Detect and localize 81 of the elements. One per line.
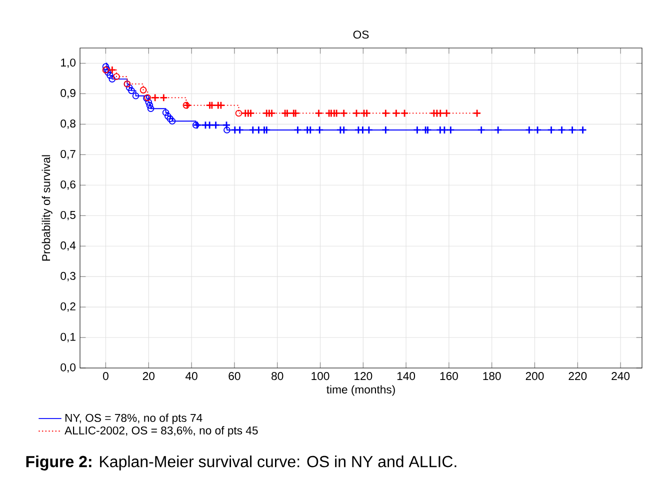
point <box>132 92 140 100</box>
point <box>333 110 340 117</box>
point <box>353 110 360 117</box>
legend-label: NY, OS = 78%, no of pts 74 <box>65 414 202 424</box>
point <box>162 109 170 116</box>
point <box>494 126 502 134</box>
point <box>223 122 230 129</box>
point <box>365 126 372 134</box>
x-tick-label: 60 <box>228 372 240 380</box>
point <box>164 112 172 120</box>
point <box>263 126 270 134</box>
point <box>315 110 322 117</box>
y-tick-label: 0,1 <box>60 332 76 342</box>
y-tick-label: 0,8 <box>60 120 76 129</box>
point <box>108 66 116 74</box>
x-axis-title: time (months) <box>326 385 395 396</box>
x-tick-label: 40 <box>185 372 198 380</box>
point <box>166 115 174 122</box>
point <box>146 102 154 109</box>
y-tick-label: 0,3 <box>60 272 76 282</box>
x-tick-label: 220 <box>568 372 587 380</box>
point <box>401 110 408 117</box>
y-tick-label: 0,9 <box>60 89 76 98</box>
point <box>340 110 348 117</box>
point <box>140 86 147 94</box>
point <box>436 110 444 117</box>
point <box>294 126 302 134</box>
x-tick-label: 20 <box>142 372 154 380</box>
x-tick-label: 120 <box>354 372 372 380</box>
point <box>447 126 454 134</box>
point <box>212 122 220 129</box>
x-tick-label: 200 <box>526 372 544 380</box>
point <box>558 126 566 134</box>
point <box>152 94 159 102</box>
point <box>478 126 485 134</box>
y-tick-label: 0,7 <box>60 150 76 160</box>
point <box>236 126 244 134</box>
point <box>102 63 110 70</box>
point <box>474 110 481 117</box>
text: Figure 2: Kaplan-Meier survival curve: OS in NY and ALLIC. <box>26 456 456 470</box>
x-tick-label: 0 <box>103 372 108 380</box>
point <box>392 110 400 117</box>
x-tick-label: 100 <box>312 372 330 380</box>
point <box>568 126 576 134</box>
y-tick-label: 0,2 <box>60 302 76 312</box>
point <box>363 110 370 117</box>
point <box>126 84 133 92</box>
y-tick-label: 0,0 <box>60 363 76 373</box>
point <box>145 98 152 106</box>
chart-title: OS <box>353 30 369 39</box>
point <box>160 94 168 102</box>
y-tick-label: 0,6 <box>60 180 76 190</box>
point <box>316 126 324 134</box>
point <box>443 110 450 117</box>
point <box>579 126 586 134</box>
point <box>340 126 348 134</box>
legend-label: ALLIC-2002, OS = 83,6%, no of pts 45 <box>64 426 258 437</box>
point <box>108 76 116 82</box>
point <box>206 122 214 129</box>
point <box>113 73 120 80</box>
x-tick-label: 80 <box>272 372 284 380</box>
y-tick-label: 1,0 <box>61 58 76 68</box>
x-tick-label: 180 <box>483 372 501 380</box>
point <box>526 126 533 134</box>
y-axis-title: Probability of survival <box>42 155 52 261</box>
point <box>104 68 112 76</box>
point <box>224 126 230 134</box>
point <box>235 110 242 117</box>
point <box>382 126 390 134</box>
point <box>168 118 176 125</box>
point <box>128 87 135 94</box>
x-tick-label: 140 <box>397 372 416 380</box>
x-tick-label: 160 <box>440 372 458 380</box>
point <box>106 72 114 79</box>
point <box>147 105 154 112</box>
y-tick-label: 0,4 <box>60 241 76 251</box>
y-tick-label: 0,5 <box>60 210 76 220</box>
x-tick-label: 240 <box>612 372 630 380</box>
point <box>382 110 390 117</box>
point <box>548 126 555 134</box>
point <box>414 126 421 134</box>
